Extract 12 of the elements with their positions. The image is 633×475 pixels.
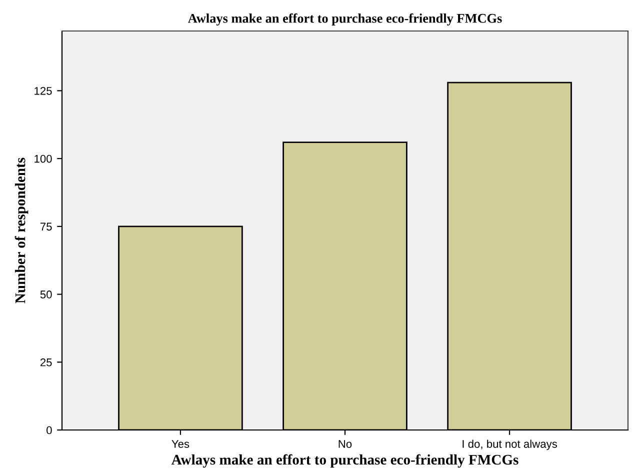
y-tick-label: 0 [46, 426, 52, 434]
chart-title: Awlays make an effort to purchase eco-friendly FMCGs [188, 13, 502, 26]
y-tick-label: 75 [40, 222, 52, 231]
x-axis-title: Awlays make an effort to purchase eco-friendly FMCGs [171, 454, 518, 468]
x-tick-label: No [338, 440, 352, 448]
y-tick-label: 50 [40, 290, 52, 298]
x-tick-label: I do, but not always [462, 440, 558, 450]
y-axis-title: Number of respondents [14, 158, 28, 304]
x-tick-label: Yes [172, 440, 190, 448]
y-tick-label: 100 [34, 154, 52, 163]
y-tick-label: 25 [40, 358, 52, 366]
y-tick-label: 125 [34, 86, 52, 95]
